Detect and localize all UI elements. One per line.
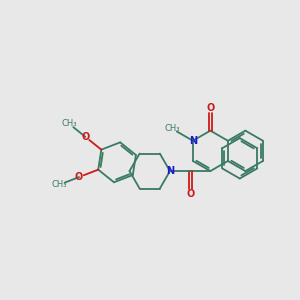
Text: N: N: [189, 136, 197, 146]
Text: CH₃: CH₃: [52, 180, 67, 189]
Text: O: O: [186, 189, 194, 199]
Text: N: N: [166, 166, 174, 176]
Text: CH₃: CH₃: [164, 124, 180, 133]
Text: O: O: [206, 103, 214, 113]
Text: CH₃: CH₃: [61, 119, 76, 128]
Text: O: O: [81, 132, 89, 142]
Text: O: O: [75, 172, 83, 182]
